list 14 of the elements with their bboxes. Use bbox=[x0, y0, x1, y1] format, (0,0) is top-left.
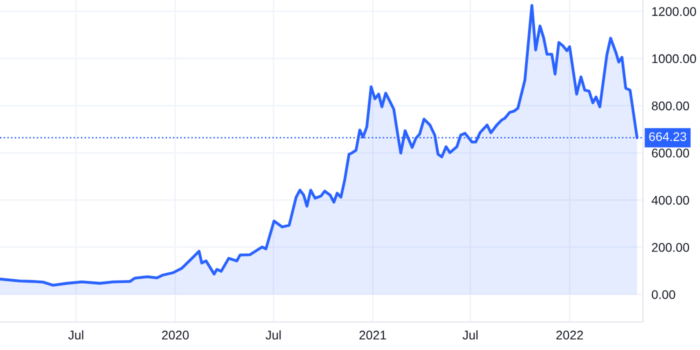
x-tick-label: 2021 bbox=[359, 330, 386, 340]
y-tick-label: 0.00 bbox=[652, 290, 676, 300]
y-tick-label: 1000.00 bbox=[652, 54, 696, 64]
x-tick-label: 2022 bbox=[556, 330, 583, 340]
ref-line-label: 664.23 bbox=[649, 132, 686, 142]
y-tick-label: 1200.00 bbox=[652, 7, 696, 16]
y-tick-label: 800.00 bbox=[652, 101, 690, 110]
y-tick-label: 200.00 bbox=[652, 243, 690, 252]
x-tick-label: Jul bbox=[462, 330, 478, 340]
y-tick-label: 600.00 bbox=[652, 148, 690, 158]
x-tick-label: 2020 bbox=[162, 330, 189, 340]
y-tick-label: 400.00 bbox=[652, 196, 690, 205]
x-tick-label: Jul bbox=[68, 330, 84, 340]
x-tick-label: Jul bbox=[266, 330, 281, 340]
